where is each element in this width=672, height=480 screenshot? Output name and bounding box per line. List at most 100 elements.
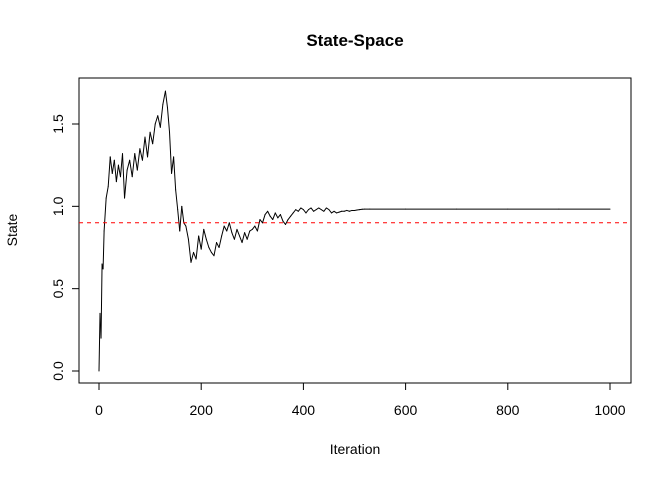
series-segment [173, 156, 177, 191]
series-segment [297, 207, 302, 212]
series-segment [166, 107, 171, 133]
series-segment [111, 159, 115, 174]
series-segment [157, 115, 161, 128]
y-axis: 0.0 0.5 1.0 1.5 [50, 114, 80, 381]
series-segment [175, 189, 179, 211]
series-segment [109, 156, 113, 174]
series-segment [210, 251, 215, 257]
series-segment [139, 148, 143, 161]
series-segment [113, 159, 117, 183]
series-segment [213, 242, 218, 257]
series-segment [218, 235, 223, 248]
series-segment [179, 205, 183, 232]
series-segment [208, 247, 212, 253]
series-segment [279, 214, 284, 222]
series-segment [105, 186, 109, 199]
series-segment [221, 225, 225, 237]
series-segment [290, 212, 294, 217]
series-segment [315, 207, 320, 211]
series-segment [195, 235, 200, 260]
series-segment [134, 153, 138, 171]
series-segment [162, 90, 166, 105]
series-segment [241, 232, 246, 244]
y-axis-label: State [4, 213, 20, 246]
x-tick-label: 800 [496, 402, 520, 418]
series-segment [185, 225, 189, 240]
series-segment [249, 228, 253, 232]
series-segment [333, 210, 338, 214]
series-segment [152, 123, 156, 145]
series-segment [200, 228, 205, 250]
series-segment [181, 205, 185, 224]
series-segment [287, 215, 292, 221]
series-segment [154, 115, 159, 125]
series-segment [313, 209, 317, 212]
series-segment [269, 215, 274, 221]
series-segment [292, 209, 297, 214]
series-segment [305, 209, 310, 214]
series-segment [193, 251, 197, 260]
series-segment [183, 222, 187, 227]
series-segment [295, 209, 299, 212]
series-segment [141, 136, 146, 161]
series-segment [285, 219, 289, 225]
series-segment [231, 232, 235, 240]
series-segment [187, 238, 192, 263]
x-axis-label: Iteration [330, 441, 381, 457]
y-tick-label: 0.5 [50, 279, 66, 299]
series-segment [98, 312, 101, 372]
series-segment [251, 225, 256, 230]
series-segment [103, 197, 107, 232]
series-segment [136, 148, 141, 171]
series-segment [282, 220, 287, 225]
series-segment [274, 212, 279, 219]
x-tick-label: 200 [190, 402, 214, 418]
series-segment [147, 131, 151, 158]
x-tick-label: 0 [95, 402, 103, 418]
series-segment [124, 169, 128, 199]
series-segment [264, 210, 269, 216]
x-axis: 0 200 400 600 800 1000 [95, 382, 626, 418]
series-segment [102, 230, 105, 270]
y-tick-label: 1.5 [50, 114, 66, 134]
series-segment [318, 207, 322, 211]
x-tick-label: 1000 [594, 402, 625, 418]
series-segment [171, 156, 175, 174]
series-segment [302, 209, 307, 214]
series-segment [164, 90, 168, 109]
series-segment [159, 103, 164, 128]
series-segment [310, 207, 315, 212]
y-tick-label: 0.0 [50, 361, 66, 381]
series-segment [323, 207, 327, 212]
series-segment [205, 238, 210, 248]
series-segment [129, 159, 133, 178]
series-segment [117, 164, 121, 178]
series-segment [236, 228, 241, 237]
series-segment [100, 263, 103, 339]
series-segment [300, 207, 304, 211]
series-segment [228, 222, 233, 234]
series-segment [107, 156, 111, 188]
plot-frame [78, 77, 632, 384]
series-segment [267, 210, 271, 217]
series-segment [325, 207, 330, 211]
x-tick-label: 400 [292, 402, 316, 418]
series-segment [254, 225, 258, 232]
series-segment [259, 219, 264, 224]
series-segment [169, 131, 173, 174]
x-tick-label: 600 [394, 402, 418, 418]
series-segment [144, 136, 149, 158]
plot-area [79, 90, 631, 372]
series-segment [233, 228, 238, 240]
series-segment [122, 153, 126, 199]
y-tick-label: 1.0 [50, 196, 66, 216]
series-segment [177, 209, 181, 232]
series-segment [244, 232, 248, 240]
series-segment [320, 209, 325, 212]
series-segment [149, 131, 154, 145]
chart-title: State-Space [306, 31, 403, 50]
series-segment [262, 214, 266, 224]
series-segment [216, 242, 220, 248]
series-segment [226, 222, 230, 232]
